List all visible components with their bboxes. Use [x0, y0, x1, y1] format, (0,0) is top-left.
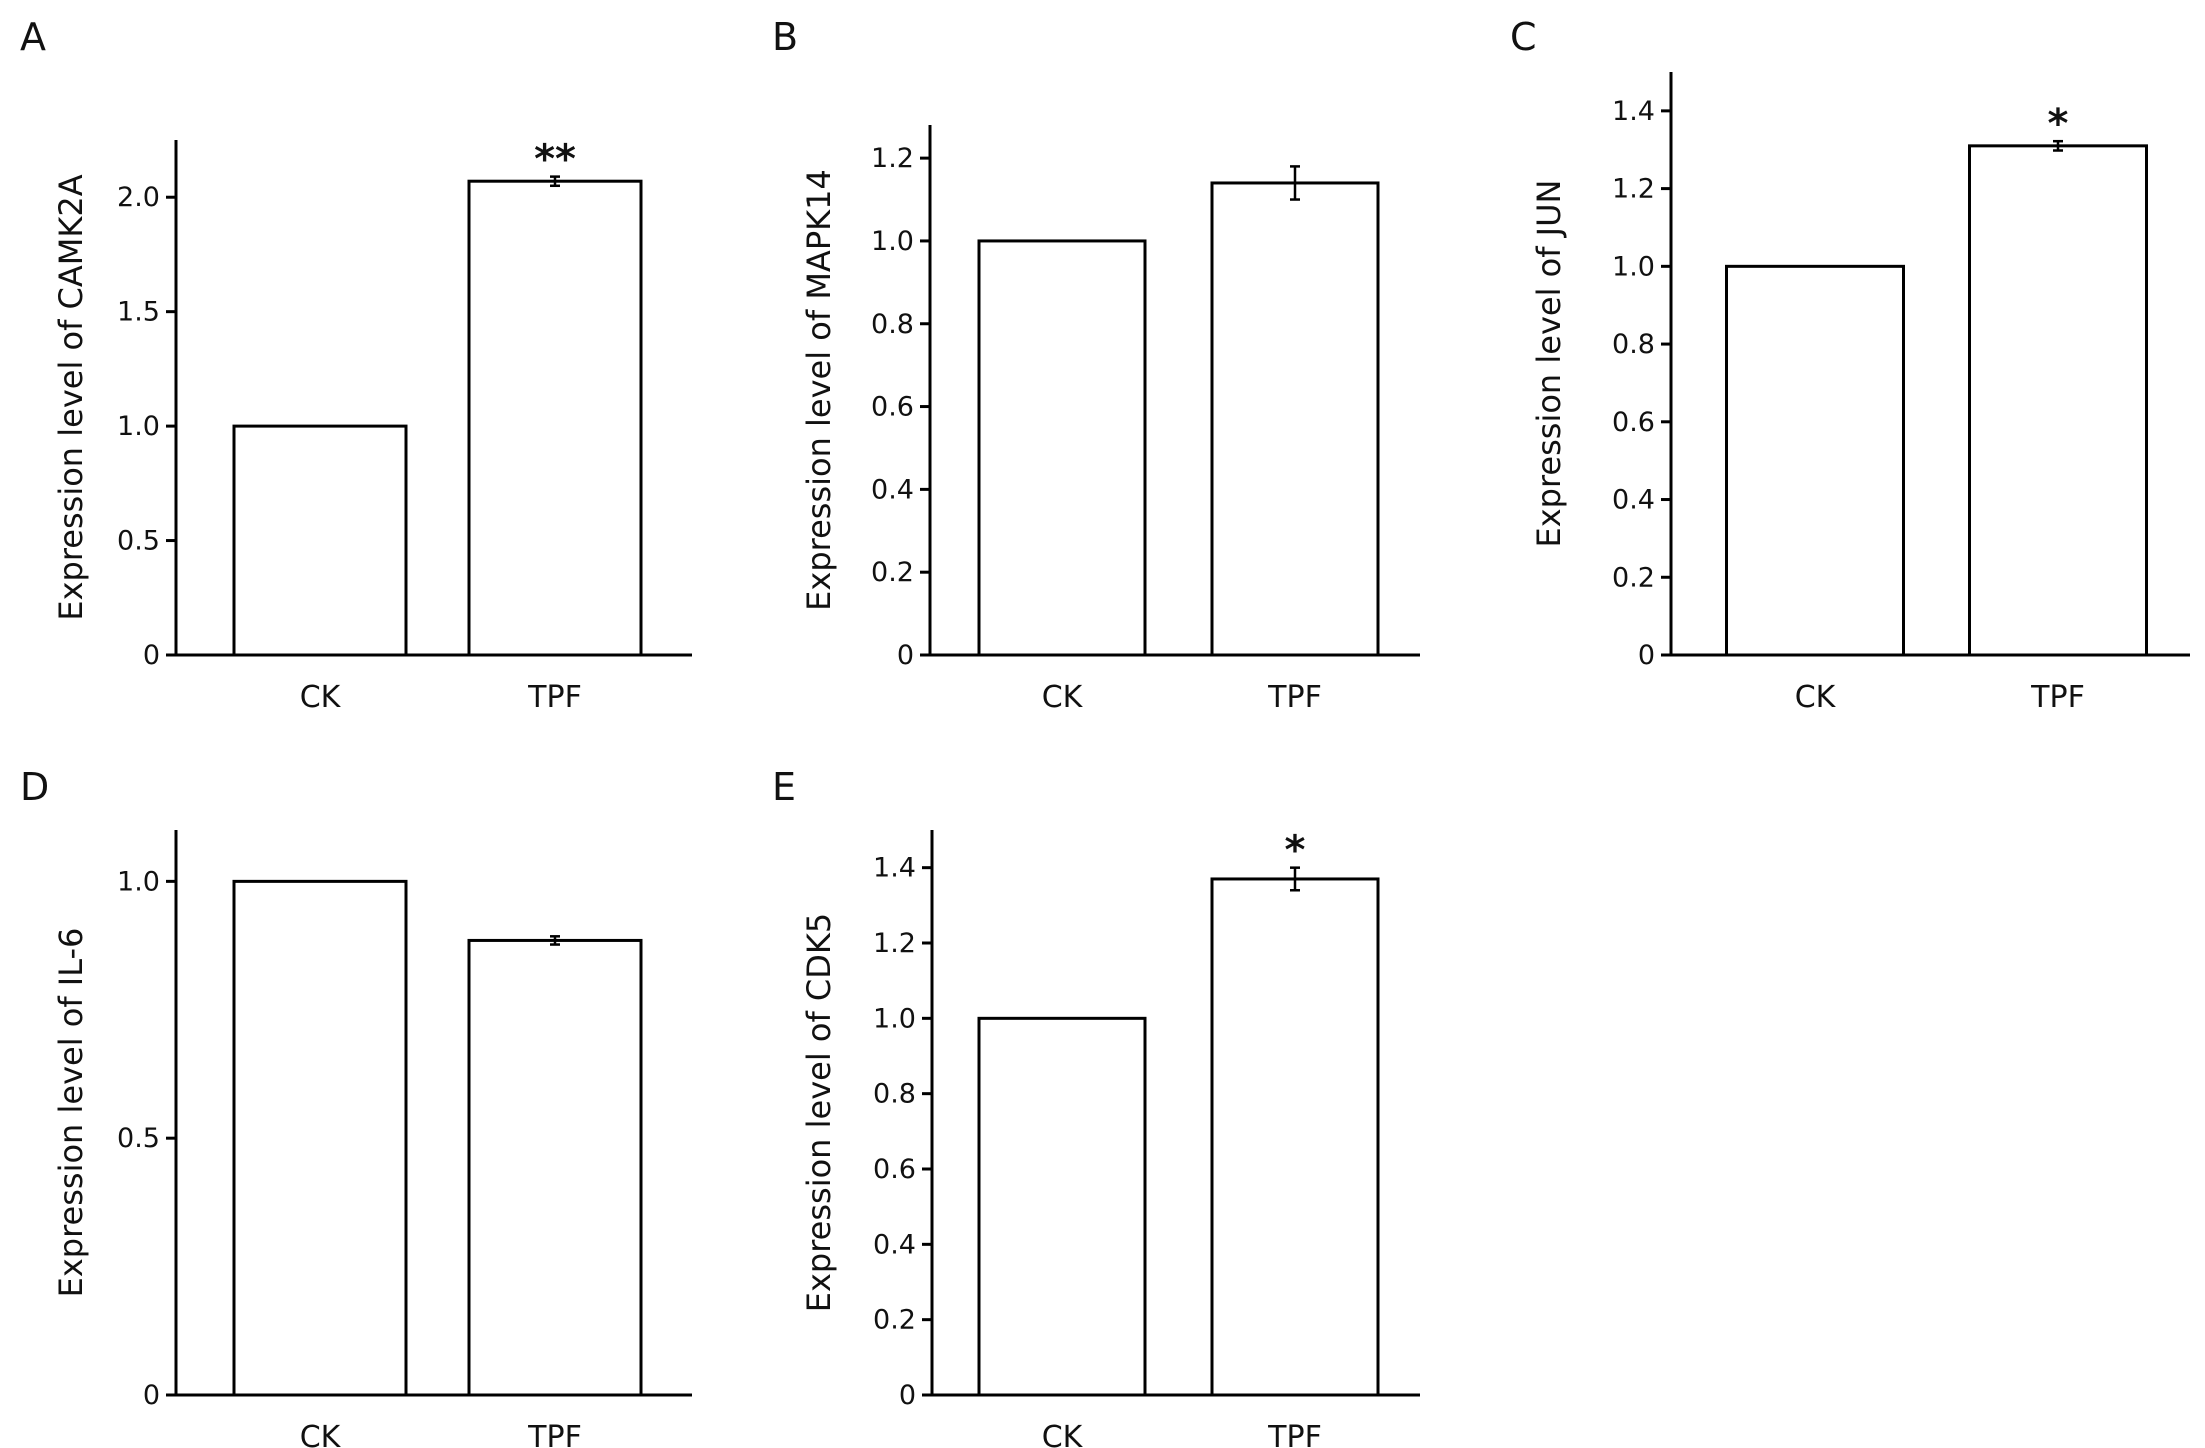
error-bar-tpf: [550, 935, 560, 946]
x-tick-label: TPF: [527, 1420, 582, 1448]
bar-tpf: [467, 179, 643, 657]
significance-marker: *: [2048, 101, 2069, 147]
bar-tpf: [1968, 144, 2148, 657]
y-tick-label: 0: [143, 1380, 160, 1411]
y-tick-label: 0: [897, 640, 914, 671]
y-axis-title: Expression level of CAMK2A: [52, 174, 90, 620]
y-tick-label: 1.0: [117, 866, 160, 897]
bar-ck: [232, 879, 408, 1397]
chart-panel-c: C CK * TPF 0 0.2 0.4 0.6 0.8 1.0 1.2 1.4 Expression …: [1510, 15, 2190, 715]
chart-panel-a: A CK ** TPF 0 0.5 1.0 1.5 2.0 Expression level of…: [20, 15, 692, 715]
y-axis-title: Expression level of JUN: [1530, 180, 1568, 548]
bar-ck: [977, 1016, 1147, 1397]
x-tick-label: CK: [1042, 1420, 1084, 1448]
y-tick-label: 1.0: [1612, 251, 1655, 282]
y-tick-label: 0.4: [871, 474, 914, 505]
x-tick-label: TPF: [527, 680, 582, 715]
y-tick-label: 0: [1638, 640, 1655, 671]
y-tick-label: 0: [899, 1380, 916, 1411]
error-bar-tpf: [2053, 139, 2063, 152]
x-tick-label: CK: [1042, 680, 1084, 715]
significance-marker: *: [1285, 828, 1306, 874]
bar-ck: [1725, 264, 1905, 657]
panel-letter: A: [20, 15, 46, 59]
y-tick-label: 1.2: [871, 143, 914, 174]
y-tick-label: 1.4: [873, 853, 916, 884]
bar-ck: [977, 239, 1147, 657]
panel-letter: C: [1510, 15, 1537, 59]
y-tick-label: 0.2: [1612, 562, 1655, 593]
y-tick-label: 1.0: [117, 411, 160, 442]
x-tick-label: TPF: [1267, 680, 1322, 715]
chart-panel-e: E CK * TPF 0 0.2 0.4 0.6 0.8 1.0 1.2 1.4 Expression …: [772, 765, 1420, 1448]
y-tick-label: 2.0: [117, 182, 160, 213]
x-tick-label: CK: [300, 1420, 342, 1448]
y-tick-label: 0.8: [871, 309, 914, 340]
y-tick-label: 0.8: [873, 1079, 916, 1110]
chart-panel-b: B CK TPF 0 0.2 0.4 0.6 0.8 1.0 1.2 Expression leve…: [772, 15, 1420, 715]
panel-letter: D: [20, 765, 49, 809]
x-tick-label: CK: [1795, 680, 1837, 715]
y-tick-label: 0.4: [873, 1229, 916, 1260]
error-bar-tpf: [1290, 866, 1300, 892]
error-bar-tpf: [1290, 165, 1300, 201]
y-tick-label: 0: [143, 640, 160, 671]
bar-tpf: [467, 938, 643, 1397]
y-tick-label: 0.8: [1612, 329, 1655, 360]
y-tick-label: 0.5: [117, 1123, 160, 1154]
y-tick-label: 1.2: [1612, 174, 1655, 205]
y-tick-label: 1.0: [871, 226, 914, 257]
y-tick-label: 1.5: [117, 297, 160, 328]
y-tick-label: 0.4: [1612, 485, 1655, 516]
panel-letter: E: [772, 765, 796, 809]
y-tick-label: 1.2: [873, 928, 916, 959]
y-axis-title: Expression level of IL-6: [52, 928, 90, 1298]
y-tick-label: 0.6: [873, 1154, 916, 1185]
y-tick-label: 0.2: [873, 1305, 916, 1336]
y-axis-title: Expression level of CDK5: [800, 913, 838, 1312]
y-tick-label: 0.5: [117, 526, 160, 557]
y-tick-label: 0.6: [1612, 407, 1655, 438]
bar-tpf: [1210, 181, 1380, 657]
bar-tpf: [1210, 877, 1380, 1397]
chart-panel-d: D CK TPF 0 0.5 1.0 Expression level of IL-6: [20, 765, 692, 1448]
y-tick-label: 1.4: [1612, 96, 1655, 127]
x-tick-label: TPF: [2030, 680, 2085, 715]
y-axis-title: Expression level of MAPK14: [800, 169, 838, 611]
x-tick-label: CK: [300, 680, 342, 715]
panel-letter: B: [772, 15, 798, 59]
significance-marker: **: [534, 137, 576, 183]
x-tick-label: TPF: [1267, 1420, 1322, 1448]
y-tick-label: 0.2: [871, 557, 914, 588]
bar-ck: [232, 424, 408, 657]
error-bar-tpf: [550, 175, 560, 188]
y-tick-label: 0.6: [871, 392, 914, 423]
y-tick-label: 1.0: [873, 1003, 916, 1034]
